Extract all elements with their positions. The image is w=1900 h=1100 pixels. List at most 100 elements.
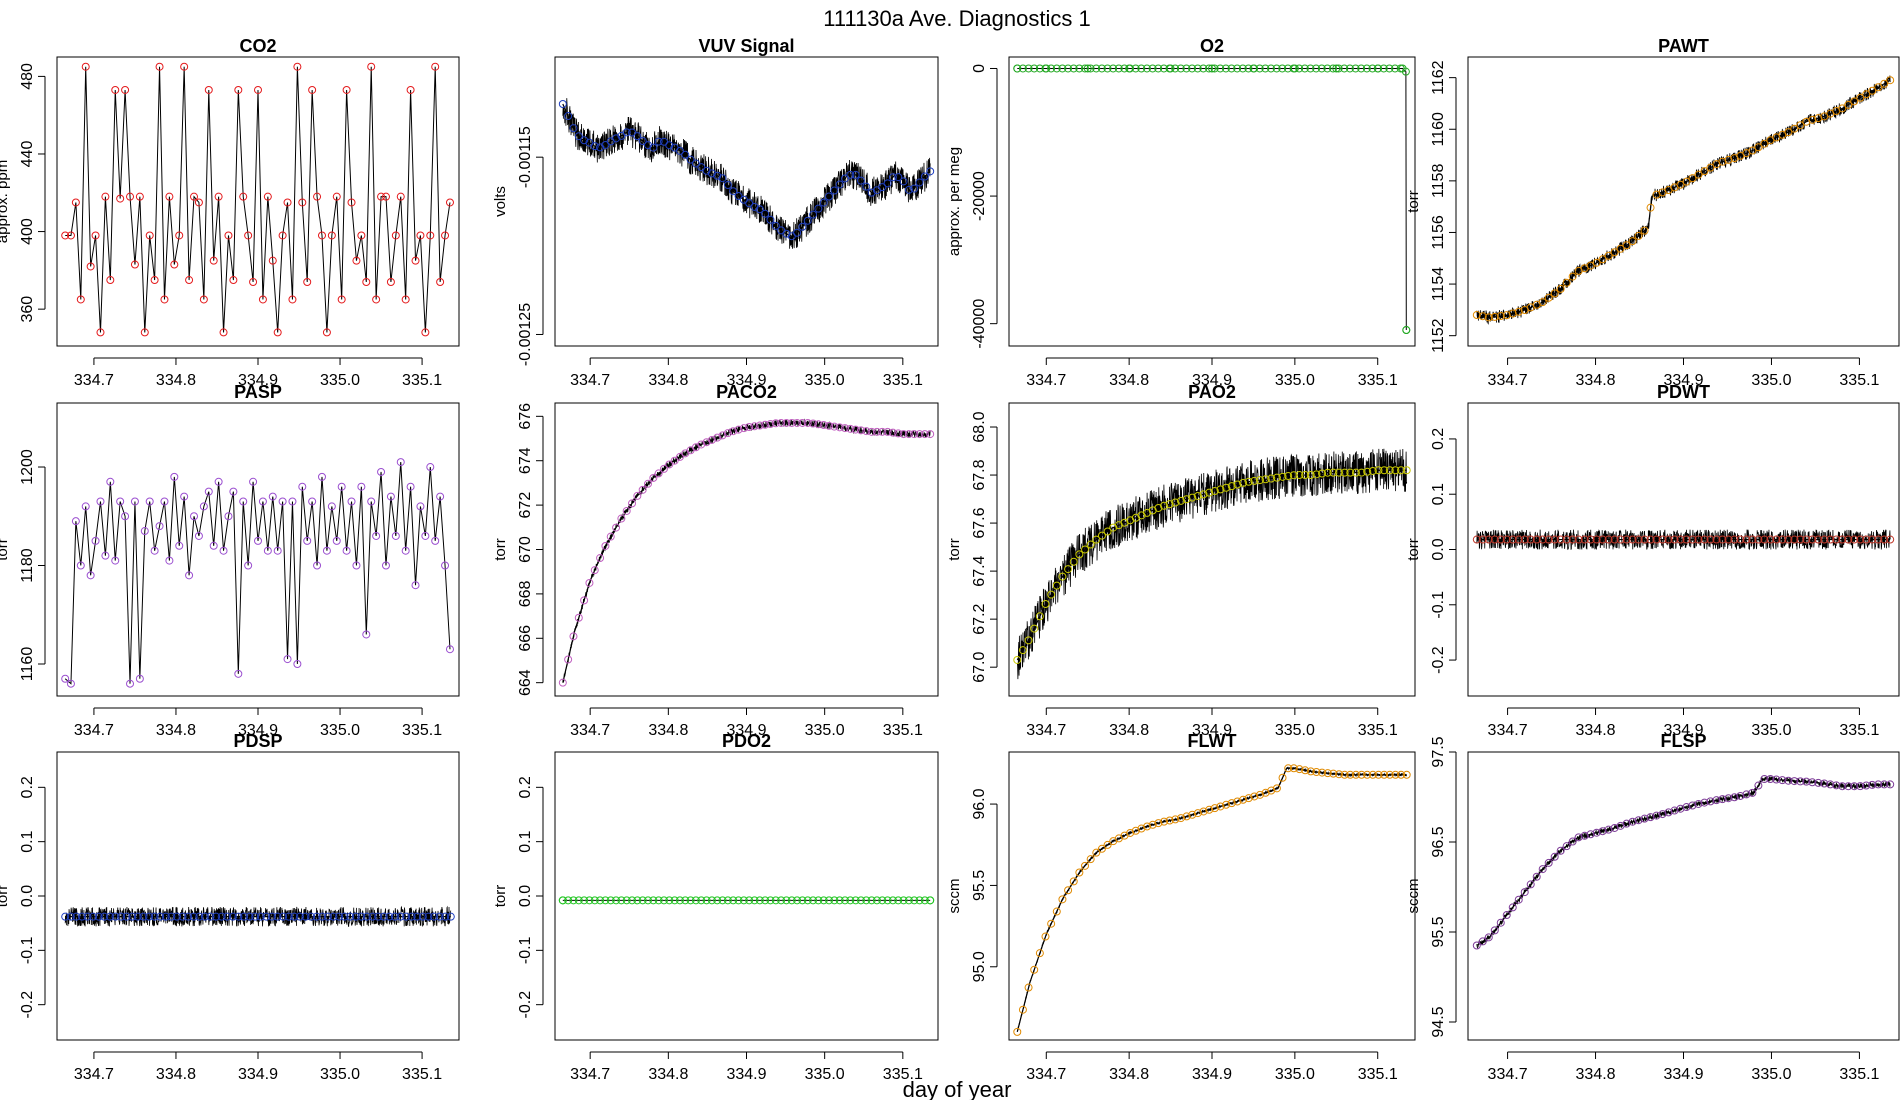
data-point — [1391, 64, 1400, 73]
panel-pdsp: PDSP 334.7 334.8 334.9 335.0 335.1 -0.2 -0.1 0.0… — [0, 731, 460, 1083]
data-point — [372, 531, 381, 540]
data-point — [1267, 786, 1276, 795]
data-point — [386, 492, 395, 501]
data-point — [401, 295, 410, 304]
data-point — [313, 561, 322, 570]
data-point — [1300, 64, 1309, 73]
data-point — [1340, 64, 1349, 73]
data-point — [386, 277, 395, 286]
data-point — [1850, 97, 1859, 106]
data-point — [766, 896, 775, 905]
data-point — [1634, 535, 1643, 544]
data-point — [1688, 801, 1697, 810]
data-point — [1148, 64, 1157, 73]
data-point — [654, 137, 663, 146]
panel-pasp: PASP 334.7 334.8 334.9 335.0 335.1 1160 1180 120… — [0, 382, 460, 739]
data-point — [606, 532, 615, 541]
panel-title: FLWT — [1188, 731, 1237, 751]
data-point — [145, 231, 154, 240]
data-point — [279, 912, 288, 921]
data-point — [1329, 769, 1338, 778]
data-point — [697, 440, 706, 449]
data-point — [413, 912, 422, 921]
data-point — [1351, 64, 1360, 73]
data-point — [878, 896, 887, 905]
data-point — [1244, 794, 1253, 803]
data-point — [1160, 817, 1169, 826]
data-point — [564, 896, 573, 905]
data-point — [1329, 64, 1338, 73]
data-point — [1103, 64, 1112, 73]
data-point — [284, 912, 293, 921]
data-point — [436, 277, 445, 286]
data-point — [256, 912, 265, 921]
data-point — [803, 896, 812, 905]
data-point — [723, 429, 732, 438]
data-point — [1357, 64, 1366, 73]
data-point — [1514, 307, 1523, 316]
data-point — [564, 655, 573, 664]
data-point — [1604, 825, 1613, 834]
series-trace — [1476, 75, 1891, 325]
data-point — [1092, 848, 1101, 857]
data-point — [86, 571, 95, 580]
data-point — [308, 85, 317, 94]
data-point — [862, 427, 871, 436]
data-point — [739, 195, 748, 204]
data-point — [1018, 646, 1027, 655]
data-point — [278, 497, 287, 506]
panel-title: PDO2 — [722, 731, 771, 751]
y-tick-label: 0.0 — [19, 885, 36, 907]
data-point — [856, 426, 865, 435]
data-point — [342, 85, 351, 94]
data-point — [1131, 826, 1140, 835]
data-point — [1652, 811, 1661, 820]
y-axis-label: volts — [492, 186, 509, 217]
data-point — [1490, 926, 1499, 935]
data-point — [441, 561, 450, 570]
data-point — [1289, 764, 1298, 773]
plot-frame — [1008, 402, 1416, 697]
data-point — [1502, 535, 1511, 544]
data-point — [1227, 799, 1236, 808]
data-point — [1658, 810, 1667, 819]
y-tick-label: 95.0 — [971, 951, 988, 982]
data-point — [1069, 877, 1078, 886]
series-line — [64, 462, 451, 685]
data-point — [851, 896, 860, 905]
data-point — [638, 485, 647, 494]
x-tick-label: 335.0 — [1275, 722, 1315, 739]
data-point — [814, 420, 823, 429]
data-point — [1154, 64, 1163, 73]
x-tick-label: 334.9 — [1663, 1066, 1703, 1083]
x-tick-label: 334.7 — [74, 1066, 114, 1083]
x-tick-label: 335.1 — [883, 722, 923, 739]
data-point — [424, 912, 433, 921]
data-point — [155, 62, 164, 71]
x-tick-label: 335.0 — [805, 372, 845, 389]
data-point — [295, 912, 304, 921]
panel-title: PDWT — [1657, 382, 1710, 402]
data-point — [323, 912, 332, 921]
data-point — [1820, 535, 1829, 544]
data-point — [244, 231, 253, 240]
data-point — [612, 134, 621, 143]
data-point — [1334, 64, 1343, 73]
data-point — [1024, 983, 1033, 992]
x-tick-label: 334.8 — [648, 1066, 688, 1083]
data-point — [1496, 535, 1505, 544]
data-point — [1272, 473, 1281, 482]
data-point — [1346, 770, 1355, 779]
data-point — [1640, 226, 1649, 235]
data-point — [1171, 64, 1180, 73]
data-point — [381, 192, 390, 201]
data-point — [234, 85, 243, 94]
data-point — [1069, 557, 1078, 566]
data-point — [1216, 485, 1225, 494]
x-tick-label: 334.9 — [1192, 372, 1232, 389]
data-point — [223, 912, 232, 921]
data-point — [1086, 540, 1095, 549]
data-point — [372, 295, 381, 304]
data-point — [1069, 64, 1078, 73]
data-point — [116, 497, 125, 506]
